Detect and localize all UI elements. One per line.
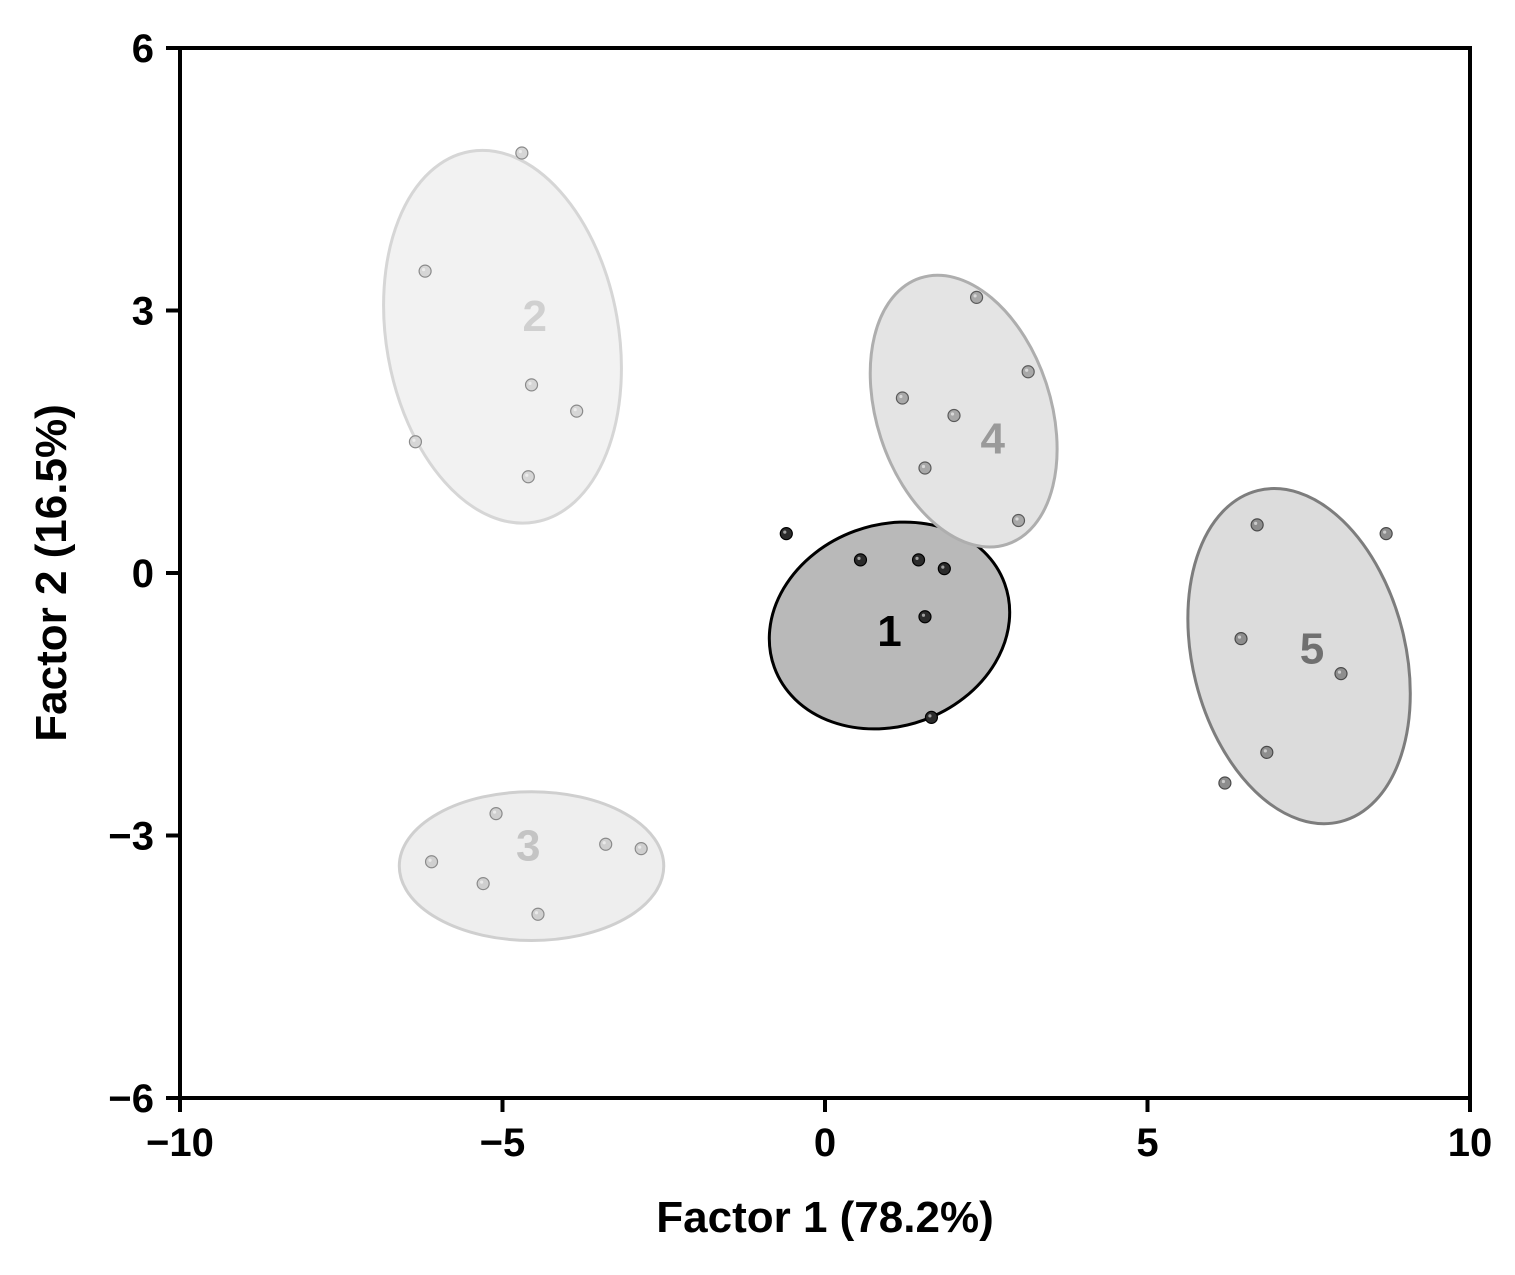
point-highlight: [922, 614, 925, 617]
cluster-4-label: 4: [980, 414, 1005, 463]
cluster-2-point: [409, 436, 421, 448]
cluster-2-point: [526, 379, 538, 391]
cluster-5-point: [1235, 633, 1247, 645]
cluster-3-point: [490, 808, 502, 820]
point-highlight: [574, 408, 577, 411]
cluster-4-point: [948, 410, 960, 422]
chart-svg: −10 −5 0 5 10 −6 −3 0 3 6 Factor 1 (78.2%) Factor 2…: [0, 0, 1515, 1275]
x-tick-label: 10: [1448, 1121, 1493, 1165]
point-highlight: [412, 439, 415, 442]
cluster-2-point: [522, 471, 534, 483]
cluster-2-point: [571, 405, 583, 417]
cluster-5-point: [1261, 746, 1273, 758]
x-axis-label: Factor 1 (78.2%): [656, 1193, 993, 1242]
cluster-5-point: [1380, 528, 1392, 540]
point-highlight: [638, 846, 641, 849]
point-highlight: [1222, 780, 1225, 783]
cluster-4-point: [919, 462, 931, 474]
cluster-4-point: [1022, 366, 1034, 378]
cluster-1-point: [919, 611, 931, 623]
point-highlight: [519, 150, 522, 153]
cluster-5-point: [1335, 668, 1347, 680]
cluster-4-point: [896, 392, 908, 404]
cluster-3-point: [532, 908, 544, 920]
point-highlight: [603, 841, 606, 844]
cluster-5-point: [1251, 519, 1263, 531]
x-tick-label: −10: [146, 1121, 214, 1165]
point-highlight: [922, 465, 925, 468]
point-highlight: [941, 566, 944, 569]
x-tick-label: −5: [480, 1121, 526, 1165]
y-tick-label: 6: [132, 27, 154, 71]
point-highlight: [428, 859, 431, 862]
cluster-3-point: [600, 838, 612, 850]
point-highlight: [915, 557, 918, 560]
x-tick-label: 0: [814, 1121, 836, 1165]
cluster-3-point: [635, 843, 647, 855]
point-highlight: [1383, 531, 1386, 534]
point-highlight: [1025, 369, 1028, 372]
point-highlight: [1338, 671, 1341, 674]
point-highlight: [951, 412, 954, 415]
point-highlight: [783, 531, 786, 534]
cluster-1-point: [854, 554, 866, 566]
cluster-2-label: 2: [523, 292, 547, 341]
point-highlight: [422, 268, 425, 271]
cluster-3-point: [426, 856, 438, 868]
cluster-3-label: 3: [516, 821, 540, 870]
point-highlight: [899, 395, 902, 398]
point-highlight: [525, 474, 528, 477]
y-tick-label: 3: [132, 290, 154, 334]
cluster-4-point: [1013, 515, 1025, 527]
point-highlight: [857, 557, 860, 560]
point-highlight: [528, 382, 531, 385]
cluster-2-point: [419, 265, 431, 277]
point-highlight: [973, 294, 976, 297]
cluster-1-point: [925, 711, 937, 723]
point-highlight: [1264, 749, 1267, 752]
point-highlight: [1254, 522, 1257, 525]
point-highlight: [480, 881, 483, 884]
point-highlight: [928, 714, 931, 717]
cluster-4-point: [971, 291, 983, 303]
point-highlight: [493, 811, 496, 814]
point-highlight: [1238, 636, 1241, 639]
cluster-1-point: [938, 563, 950, 575]
cluster-1-point: [913, 554, 925, 566]
cluster-1-label: 1: [877, 607, 901, 656]
x-tick-label: 5: [1136, 1121, 1158, 1165]
cluster-5-label: 5: [1300, 624, 1324, 673]
cluster-2-point: [516, 147, 528, 159]
cluster-5-point: [1219, 777, 1231, 789]
y-tick-label: 0: [132, 552, 154, 596]
y-tick-label: −6: [108, 1077, 154, 1121]
y-tick-label: −3: [108, 815, 154, 859]
pca-scatter-chart: −10 −5 0 5 10 −6 −3 0 3 6 Factor 1 (78.2%) Factor 2…: [0, 0, 1515, 1275]
point-highlight: [1015, 517, 1018, 520]
point-highlight: [535, 911, 538, 914]
cluster-1-point: [780, 528, 792, 540]
cluster-3-point: [477, 878, 489, 890]
y-axis-label: Factor 2 (16.5%): [27, 404, 76, 741]
